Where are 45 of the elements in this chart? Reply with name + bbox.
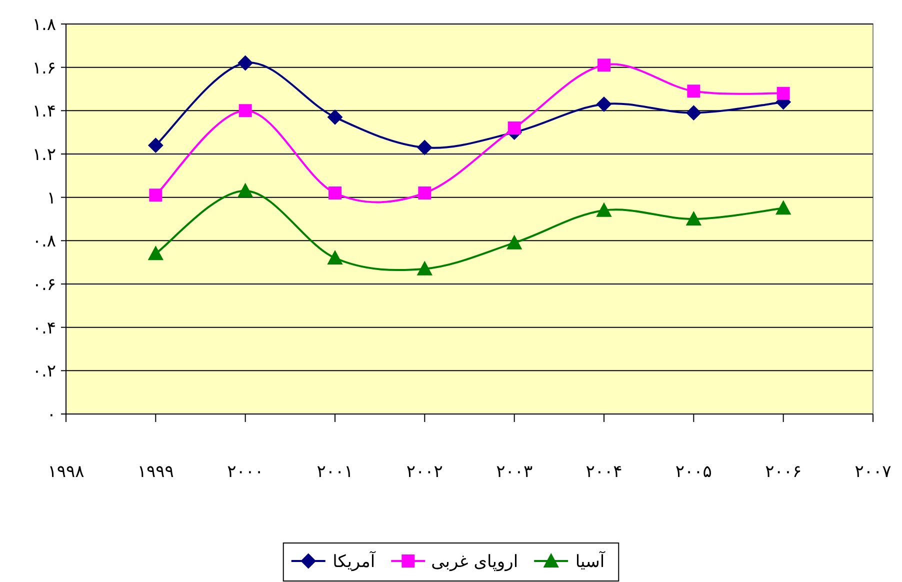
y-tick-label: ۱.۲: [32, 145, 56, 165]
point: [776, 86, 790, 100]
point: [506, 235, 522, 250]
point: [508, 122, 521, 134]
y-tick-label: ۰: [46, 405, 56, 425]
y-tick-label: ۰.۸: [32, 232, 56, 252]
x-tick-label: ۲۰۰۵: [675, 462, 712, 482]
x-tick-label: ۲۰۰۰: [227, 462, 264, 482]
y-tick-label: ۱.۶: [32, 58, 56, 78]
point: [328, 250, 342, 264]
x-tick-label: ۲۰۰۲: [406, 462, 443, 482]
y-tick-label: ۱.۸: [32, 15, 56, 35]
point: [596, 96, 612, 112]
x-tick-label: ۲۰۰۱: [316, 462, 354, 482]
point: [328, 110, 342, 125]
x-tick-label: ۲۰۰۶: [765, 462, 802, 482]
x-tick-label: ۱۹۹۸: [48, 462, 84, 482]
y-tick-label: ۱.۴: [32, 102, 56, 122]
point: [686, 105, 702, 120]
point: [148, 138, 164, 153]
point: [417, 140, 432, 155]
point: [776, 200, 791, 215]
x-tick-label: ۲۰۰۴: [586, 462, 622, 482]
point: [418, 186, 432, 200]
legend-label: آمریکا: [332, 551, 376, 572]
point: [598, 58, 610, 72]
point: [238, 183, 253, 198]
x-tick-label: ۲۰۰۷: [854, 462, 892, 482]
point: [686, 212, 702, 226]
legend-label: آسیا: [575, 551, 606, 572]
x-tick-label: ۲۰۰۳: [496, 462, 533, 482]
y-tick-label: ۰.۴: [32, 318, 56, 338]
point: [687, 84, 700, 98]
point: [238, 104, 252, 118]
y-tick-label: ۰.۶: [32, 275, 56, 295]
point: [417, 261, 432, 276]
point: [149, 188, 162, 202]
point: [148, 246, 164, 260]
point: [596, 202, 612, 217]
y-tick-label: ۱: [46, 188, 56, 208]
y-tick-label: ۰.۲: [32, 362, 56, 382]
legend-label: اروپای غربی: [431, 552, 518, 572]
point: [238, 56, 253, 70]
x-tick-label: ۱۹۹۹: [137, 462, 174, 482]
point: [328, 186, 342, 200]
